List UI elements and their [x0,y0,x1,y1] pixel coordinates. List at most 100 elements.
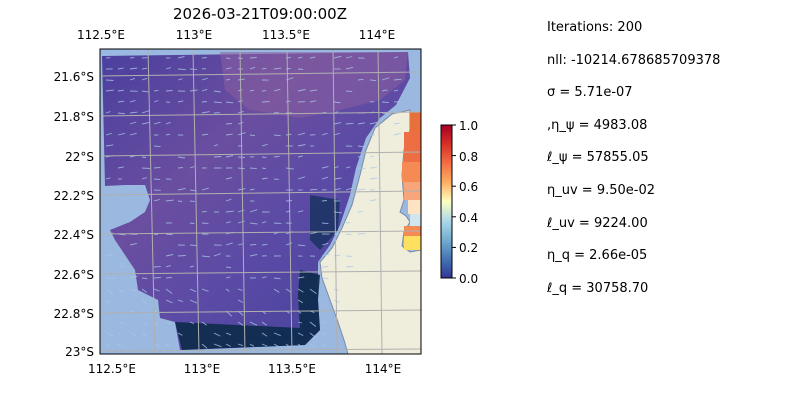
current-arrow [177,200,183,202]
current-arrow [285,68,291,70]
lat-tick: 22.2°S [54,189,94,203]
current-arrow [129,310,135,313]
current-arrow [201,343,208,349]
current-arrow [177,299,183,303]
current-arrow [249,222,258,225]
current-arrow [273,67,282,70]
lat-tick: 22.6°S [54,268,94,282]
current-arrow [189,299,198,304]
current-arrow [225,332,232,336]
current-arrow [309,321,317,327]
current-arrow [225,67,232,70]
current-arrow [297,288,304,293]
current-arrow [177,56,185,59]
current-arrow [225,266,232,269]
ocean-field [102,52,410,350]
current-arrow [117,166,124,169]
current-arrow [393,100,401,103]
current-arrow [165,276,173,279]
current-arrow [297,155,303,158]
current-arrow [105,132,112,136]
current-arrow [309,100,317,103]
current-arrow [105,343,112,347]
current-arrow [165,288,173,294]
current-arrow [153,166,161,169]
current-arrow [249,343,255,347]
current-arrow [189,288,197,293]
current-arrow [369,79,377,82]
parallel-23 [100,348,421,352]
current-arrow [297,299,304,304]
current-arrow [213,101,222,104]
current-arrow [321,242,329,246]
current-arrow [297,276,305,279]
lat-tick: 21.6°S [54,70,94,84]
current-arrow [261,143,268,147]
ocean-field-dark [175,270,320,350]
current-arrow [105,277,114,279]
current-arrow [225,101,234,104]
current-arrow [141,67,148,70]
current-arrow [333,254,341,257]
ocean-field-dark-upper [310,195,340,250]
current-arrow [165,121,171,125]
current-arrow [117,132,126,136]
current-arrow [369,121,378,125]
current-arrow [297,244,306,247]
coastal-cell [402,162,421,182]
bottom-lon-tick: 114°E [365,362,402,376]
current-arrow [357,122,365,125]
current-arrow [105,253,114,257]
lat-tick: 22.8°S [54,307,94,321]
current-arrow [261,343,268,347]
coastal-cell [410,112,421,132]
current-arrow [225,177,233,180]
current-arrow [369,155,375,158]
current-arrow [345,221,351,224]
current-arrow [213,343,222,348]
eta-q-label: η_q = 2.66e-05 [547,248,648,264]
parallel-22-8 [100,309,421,314]
current-arrow [297,144,306,147]
map-frame [99,48,422,355]
current-arrow [225,123,233,125]
current-arrow [273,288,280,293]
ell-uv-label: ℓ_uv = 9224.00 [547,215,648,231]
current-arrow [201,101,207,103]
current-arrow [249,188,255,191]
current-arrow [225,242,233,246]
current-arrow [141,299,147,304]
current-arrow [297,89,306,92]
current-arrow [297,210,304,213]
current-arrow [261,221,267,224]
ell-q-label: ℓ_q = 30758.70 [547,280,649,296]
current-arrow [321,222,329,225]
coastal-cell [410,214,421,226]
current-arrow [249,134,255,137]
current-arrow [297,68,304,70]
gridlines [100,49,421,354]
current-arrow [225,276,231,279]
current-arrow [129,67,138,70]
current-arrow [129,275,138,279]
colorbar-tick-label: 1.0 [459,119,478,133]
current-arrow [285,167,294,170]
meridian-112-75 [147,49,156,354]
current-arrow [237,288,243,291]
current-arrow [141,167,150,169]
colorbar-tick-label: 0.2 [459,241,478,255]
current-arrow [297,321,303,324]
current-arrow [177,255,186,257]
top-lon-tick: 114°E [359,28,396,42]
current-arrow [297,343,303,348]
current-arrow [297,176,306,180]
current-arrow [273,343,279,348]
colorbar-gradient [440,124,453,279]
current-arrow [369,166,377,169]
current-arrow [393,132,401,136]
current-arrow [261,332,268,337]
current-arrow [117,100,125,103]
current-arrow [237,167,245,170]
current-arrow [285,200,292,202]
current-arrow [357,155,363,158]
